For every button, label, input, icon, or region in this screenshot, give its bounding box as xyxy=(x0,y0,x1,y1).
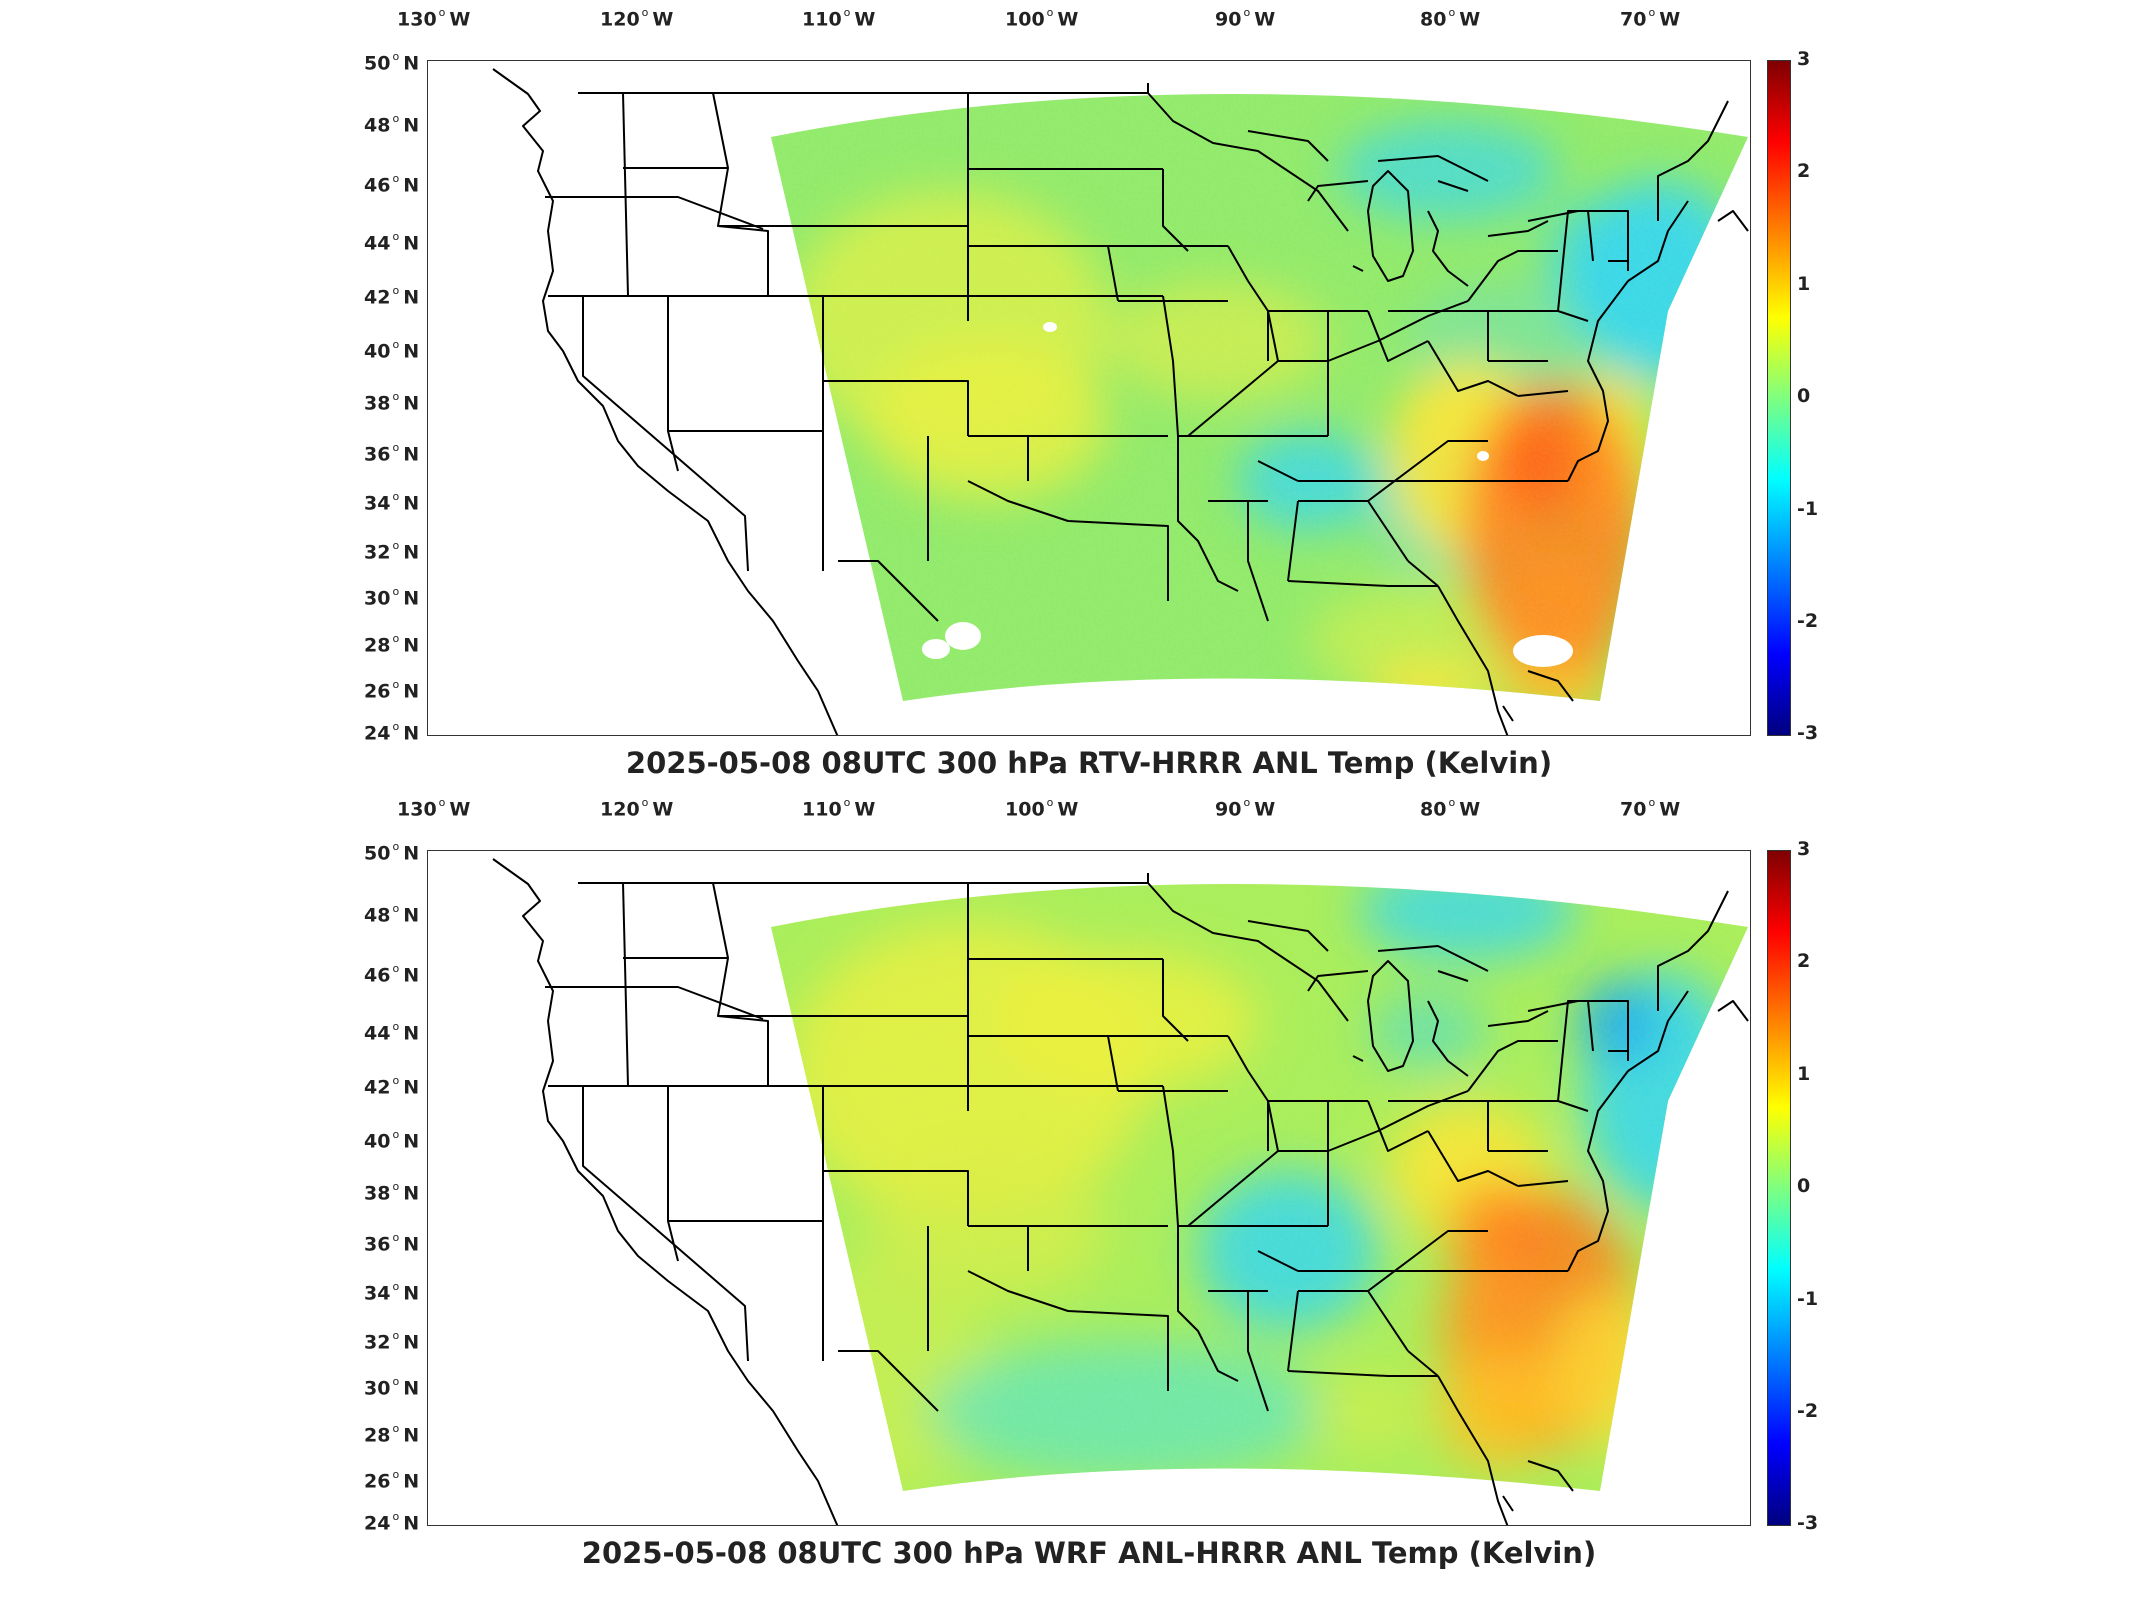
map-svg xyxy=(492,68,1749,735)
lat-label: 32 o N xyxy=(364,1329,420,1354)
colorbar-tick: 2 xyxy=(1797,950,1811,972)
lon-label: 90 o W xyxy=(1215,6,1276,31)
lon-label: 110 o W xyxy=(802,796,876,821)
colorbar xyxy=(1767,60,1791,736)
lat-label: 40 o N xyxy=(364,1128,420,1153)
lat-label: 26 o N xyxy=(364,678,420,703)
lat-label: 34 o N xyxy=(364,1280,420,1305)
lat-label: 26 o N xyxy=(364,1468,420,1493)
colorbar-tick: -2 xyxy=(1797,1400,1819,1422)
panel-title: 2025-05-08 08UTC 300 hPa WRF ANL-HRRR AN… xyxy=(581,1536,1597,1570)
colorbar xyxy=(1767,850,1791,1526)
temperature-difference-field xyxy=(771,884,1748,1491)
lon-label: 80 o W xyxy=(1420,796,1481,821)
map-plot-area xyxy=(427,850,1751,1526)
temperature-difference-field xyxy=(771,94,1748,701)
lon-label: 110 o W xyxy=(802,6,876,31)
lon-label: 120 o W xyxy=(600,6,674,31)
colorbar-tick: 2 xyxy=(1797,160,1811,182)
colorbar-tick: -2 xyxy=(1797,610,1819,632)
lat-label: 42 o N xyxy=(364,284,420,309)
colorbar-tick: 1 xyxy=(1797,273,1811,295)
map-plot-area xyxy=(427,60,1751,736)
panel-title: 2025-05-08 08UTC 300 hPa RTV-HRRR ANL Te… xyxy=(625,746,1553,780)
lon-label: 100 o W xyxy=(1005,796,1079,821)
lat-label: 38 o N xyxy=(364,1180,420,1205)
lat-label: 38 o N xyxy=(364,390,420,415)
lat-label: 36 o N xyxy=(364,1231,420,1256)
lat-label: 46 o N xyxy=(364,962,420,987)
state-boundaries xyxy=(492,858,1749,1525)
lat-label: 40 o N xyxy=(364,338,420,363)
lat-label: 24 o N xyxy=(364,1510,420,1535)
colorbar-tick: 0 xyxy=(1797,1175,1811,1197)
lon-label: 90 o W xyxy=(1215,796,1276,821)
colorbar-tick: 3 xyxy=(1797,48,1811,70)
lon-label: 120 o W xyxy=(600,796,674,821)
lat-label: 30 o N xyxy=(364,585,420,610)
lat-label: 32 o N xyxy=(364,539,420,564)
lon-label: 80 o W xyxy=(1420,6,1481,31)
lat-label: 46 o N xyxy=(364,172,420,197)
lon-label: 70 o W xyxy=(1620,796,1681,821)
lat-label: 30 o N xyxy=(364,1375,420,1400)
lon-label: 70 o W xyxy=(1620,6,1681,31)
lon-label: 130 o W xyxy=(397,796,471,821)
colorbar-tick: 0 xyxy=(1797,385,1811,407)
colorbar-tick: -3 xyxy=(1797,1512,1819,1534)
lat-label: 44 o N xyxy=(364,1020,420,1045)
map-panel-top: 130 o W 120 o W 110 o W 100 o W 90 o W 80 o W 70 o W 5… xyxy=(364,6,1819,780)
colorbar-tick: -3 xyxy=(1797,722,1819,744)
lat-label: 24 o N xyxy=(364,720,420,745)
lat-label: 48 o N xyxy=(364,902,420,927)
lat-label: 50 o N xyxy=(364,840,420,865)
lat-label: 36 o N xyxy=(364,441,420,466)
lon-label: 100 o W xyxy=(1005,6,1079,31)
map-svg xyxy=(492,858,1749,1525)
lat-label: 28 o N xyxy=(364,1422,420,1447)
colorbar-tick: 3 xyxy=(1797,838,1811,860)
lat-label: 50 o N xyxy=(364,50,420,75)
colorbar-tick: -1 xyxy=(1797,498,1819,520)
lon-label: 130 o W xyxy=(397,6,471,31)
lat-label: 28 o N xyxy=(364,632,420,657)
lat-label: 34 o N xyxy=(364,490,420,515)
lat-label: 48 o N xyxy=(364,112,420,137)
colorbar-tick: -1 xyxy=(1797,1288,1819,1310)
lat-label: 42 o N xyxy=(364,1074,420,1099)
lat-label: 44 o N xyxy=(364,230,420,255)
map-panel-bottom: 130 o W 120 o W 110 o W 100 o W 90 o W 80 o W 70 o W 5… xyxy=(0,790,2133,1590)
colorbar-tick: 1 xyxy=(1797,1063,1811,1085)
state-boundaries xyxy=(492,68,1749,735)
